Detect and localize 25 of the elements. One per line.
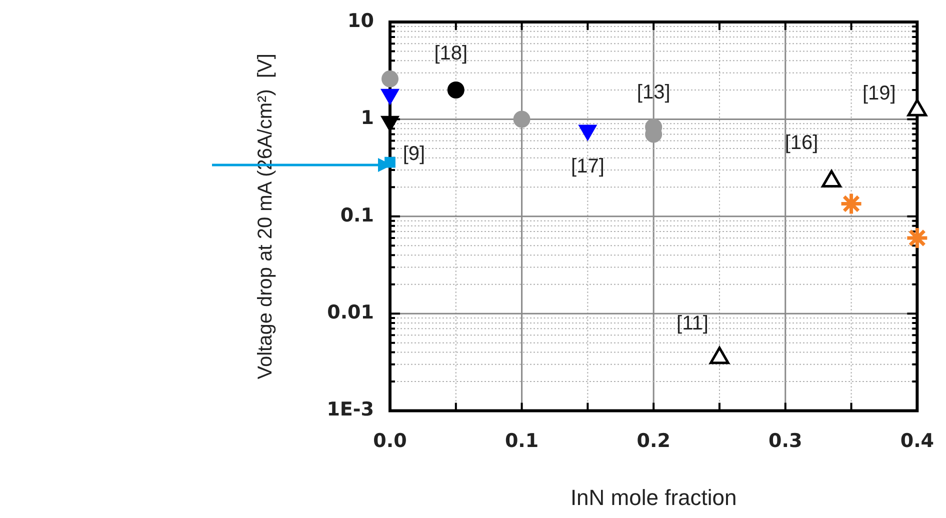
- y-axis-title: Voltage drop at 20 mA (26A/cm²) [V]: [254, 54, 277, 380]
- annotation: [18]: [434, 42, 468, 64]
- x-tick-label: 0.0: [373, 430, 407, 452]
- annotation: [16]: [784, 132, 818, 154]
- point: [710, 346, 730, 364]
- point: [840, 192, 864, 216]
- x-tick-label: 0.4: [900, 430, 934, 452]
- annotation: [13]: [636, 82, 670, 104]
- point: [513, 110, 530, 128]
- y-tick-label: 1: [360, 107, 374, 130]
- annotation: [17]: [571, 156, 604, 178]
- annotation: [19]: [862, 82, 896, 105]
- x-tick-label: 0.2: [636, 430, 670, 452]
- x-tick-label: 0.1: [504, 430, 539, 452]
- y-tick-label: 1E-3: [326, 398, 374, 421]
- y-tick-label: 0.01: [327, 302, 374, 324]
- point: [382, 70, 398, 88]
- y-tick-label: 10: [348, 10, 374, 32]
- x-axis-title: InN mole fraction: [570, 484, 737, 510]
- y-tick-label: 0.1: [340, 204, 374, 226]
- annotation: [11]: [676, 312, 708, 334]
- annotation: [9]: [402, 142, 426, 165]
- x-tick-label: 0.3: [768, 430, 802, 452]
- point: [447, 81, 464, 98]
- point: [905, 226, 929, 250]
